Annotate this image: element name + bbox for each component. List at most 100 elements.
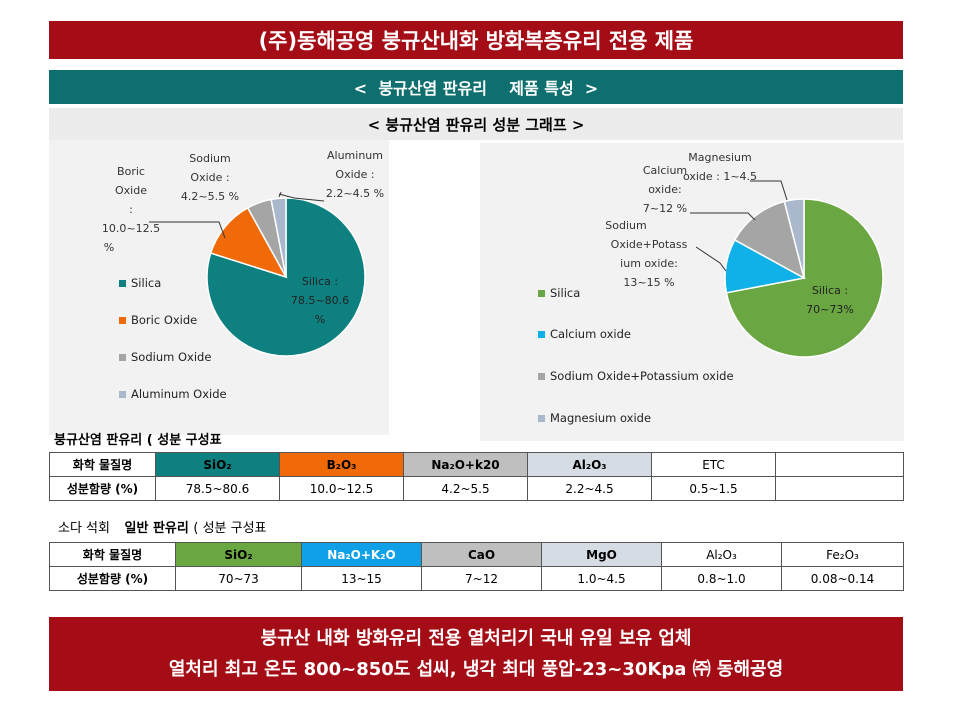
product-characteristics-title: < 붕규산염 판유리 제품 특성 >	[353, 79, 599, 98]
pie2-label-magnesium-line: oxide : 1~4.5	[682, 170, 758, 183]
table-cell: 10.0~12.5	[279, 476, 404, 501]
pie2-leader-line	[690, 212, 756, 221]
table-cell	[775, 452, 904, 477]
pie2-label-silica: Silica : 70~73%	[800, 281, 860, 319]
pie1-label-aluminum: Aluminum Oxide : 2.2~4.5 %	[321, 146, 389, 203]
pie2-label-sodium-potassium-line: 13~15 %	[623, 276, 675, 289]
table-cell: Al₂O₃	[527, 452, 652, 477]
pie1-label-silica-line: Silica :	[301, 275, 339, 288]
pie1-label-sodium-line: 4.2~5.5 %	[180, 190, 240, 203]
table-cell: ETC	[651, 452, 776, 477]
pie2-legend-label: Sodium Oxide+Potassium oxide	[550, 369, 734, 383]
pie2-label-silica-line: Silica :	[811, 284, 849, 297]
pie1-label-sodium: Sodium Oxide : 4.2~5.5 %	[174, 149, 246, 206]
graph-section-title-text: < 붕규산염 판유리 성분 그래프 >	[367, 115, 585, 134]
pie1-legend-label: Aluminum Oxide	[131, 387, 227, 401]
table-cell: 성분함량 (%)	[49, 476, 156, 501]
pie2-label-sodium-potassium-line: ium oxide:	[620, 257, 678, 270]
pie2-label-calcium-line: Calcium	[642, 164, 688, 177]
table-cell: SiO₂	[155, 452, 280, 477]
table-cell: Fe₂O₃	[781, 542, 904, 567]
table-row: 성분함량 (%) 70~73 13~15 7~12 1.0~4.5 0.8~1.…	[49, 566, 904, 591]
table-cell: 0.8~1.0	[661, 566, 782, 591]
table-row: 화학 물질명 SiO₂ B₂O₃ Na₂O+k20 Al₂O₃ ETC	[49, 452, 904, 477]
pie1-label-boric: Boric Oxide : 10.0~12.5 %	[102, 162, 160, 257]
pie2-legend-label: Calcium oxide	[550, 327, 631, 341]
pie2-legend-item: Calcium oxide	[538, 327, 631, 341]
table-cell: 0.08~0.14	[781, 566, 904, 591]
pie1-label-sodium-line: Oxide :	[190, 171, 230, 184]
pie1-label-boric-line: Oxide :	[115, 184, 147, 216]
table-cell: 70~73	[175, 566, 302, 591]
pie2-label-magnesium-line: Magnesium	[688, 151, 752, 164]
pie2-leader-line	[695, 246, 727, 272]
table1-caption: 붕규산염 판유리 ( 성분 구성표	[54, 433, 222, 448]
table-cell: 13~15	[301, 566, 422, 591]
pie1-slice-aluminum-oxide	[270, 197, 287, 278]
pie2-label-calcium-line: oxide:	[648, 183, 682, 196]
pie2-legend-label: Silica	[550, 286, 581, 300]
bottom-banner: 붕규산 내화 방화유리 전용 열처리기 국내 유일 보유 업체 열처리 최고 온…	[49, 617, 903, 691]
table-cell: Al₂O₃	[661, 542, 782, 567]
pie2-label-sodium-potassium: Sodium Oxide+Potass ium oxide: 13~15 %	[605, 216, 690, 292]
pie1-legend-swatch	[119, 279, 126, 287]
table-cell: 0.5~1.5	[651, 476, 776, 501]
pie2-slice-sodium-oxide-potassium-oxide	[733, 200, 806, 280]
pie1-label-aluminum-line: 2.2~4.5 %	[325, 187, 385, 200]
pie1-label-boric-line: 10.0~12.5	[101, 222, 161, 235]
pie1-legend-swatch	[119, 316, 126, 324]
pie2-label-magnesium: Magnesium oxide : 1~4.5	[680, 148, 760, 186]
soda-lime-composition-table: 화학 물질명 SiO₂ Na₂O+K₂O CaO MgO Al₂O₃ Fe₂O₃…	[49, 542, 904, 591]
pie1-slice-boric-oxide	[209, 206, 288, 279]
pie1-label-silica-line: %	[314, 313, 326, 326]
table-cell: Na₂O+K₂O	[301, 542, 422, 567]
pie2-legend-swatch	[538, 372, 545, 380]
soda-lime-pie-chart-panel: Magnesium oxide : 1~4.5 Calcium oxide: 7…	[480, 143, 904, 441]
table2-caption: 소다 석회 일반 판유리 ( 성분 구성표	[58, 517, 267, 536]
pie1-label-boric-line: Boric	[117, 165, 145, 178]
pie1-label-sodium-line: Sodium	[189, 152, 231, 165]
pie2-label-calcium-line: 7~12 %	[642, 202, 688, 215]
pie1-leader-line	[278, 193, 325, 202]
table-cell: CaO	[421, 542, 542, 567]
pie2-label-sodium-potassium-line: Sodium	[605, 219, 647, 232]
pie1-legend-item: Silica	[119, 276, 161, 290]
pie1-legend-item: Aluminum Oxide	[119, 387, 227, 401]
borosilicate-pie-chart-panel: Boric Oxide : 10.0~12.5 % Sodium Oxide :…	[49, 140, 389, 435]
pie2-legend-item: Sodium Oxide+Potassium oxide	[538, 369, 734, 383]
pie2-legend-label: Magnesium oxide	[550, 411, 652, 425]
table-row: 화학 물질명 SiO₂ Na₂O+K₂O CaO MgO Al₂O₃ Fe₂O₃	[49, 542, 904, 567]
pie1-legend-item: Boric Oxide	[119, 313, 197, 327]
soda-lime-pie-chart	[690, 180, 884, 358]
pie1-legend-label: Sodium Oxide	[131, 350, 212, 364]
pie2-leader-line	[750, 180, 788, 201]
table-row: 성분함량 (%) 78.5~80.6 10.0~12.5 4.2~5.5 2.2…	[49, 476, 904, 501]
pie1-label-boric-line: %	[103, 241, 115, 254]
pie1-label-silica: Silica : 78.5~80.6 %	[285, 272, 355, 329]
bottom-banner-line2: 열처리 최고 온도 800~850도 섭씨, 냉각 최대 풍압-23~30Kpa…	[168, 659, 784, 680]
pie1-legend-label: Boric Oxide	[131, 313, 198, 327]
pie1-legend-swatch	[119, 390, 126, 398]
table-cell: SiO₂	[175, 542, 302, 567]
pie2-legend-swatch	[538, 330, 545, 338]
pie1-legend-swatch	[119, 353, 126, 361]
pie2-legend-swatch	[538, 289, 545, 297]
pie1-legend-item: Sodium Oxide	[119, 350, 211, 364]
pie2-slice-magnesium-oxide	[783, 198, 805, 279]
table-cell: 2.2~4.5	[527, 476, 652, 501]
table-cell: 7~12	[421, 566, 542, 591]
top-banner-title: (주)동해공영 붕규산내화 방화복층유리 전용 제품	[258, 29, 694, 53]
table-cell	[775, 476, 904, 501]
borosilicate-composition-table: 화학 물질명 SiO₂ B₂O₃ Na₂O+k20 Al₂O₃ ETC 성분함량…	[49, 452, 904, 501]
borosilicate-pie-chart	[149, 191, 366, 357]
pie1-legend-label: Silica	[131, 276, 162, 290]
table2-caption-suffix: ( 성분 구성표	[193, 521, 267, 536]
table-cell: 78.5~80.6	[155, 476, 280, 501]
table-cell: 화학 물질명	[49, 542, 176, 567]
pie1-leader-line	[149, 221, 226, 239]
top-banner: (주)동해공영 붕규산내화 방화복층유리 전용 제품	[49, 21, 903, 59]
table2-caption-bold: 일반 판유리	[124, 521, 189, 536]
pie2-label-calcium: Calcium oxide: 7~12 %	[640, 161, 690, 218]
table-cell: 4.2~5.5	[403, 476, 528, 501]
pie1-label-silica-line: 78.5~80.6	[290, 294, 350, 307]
